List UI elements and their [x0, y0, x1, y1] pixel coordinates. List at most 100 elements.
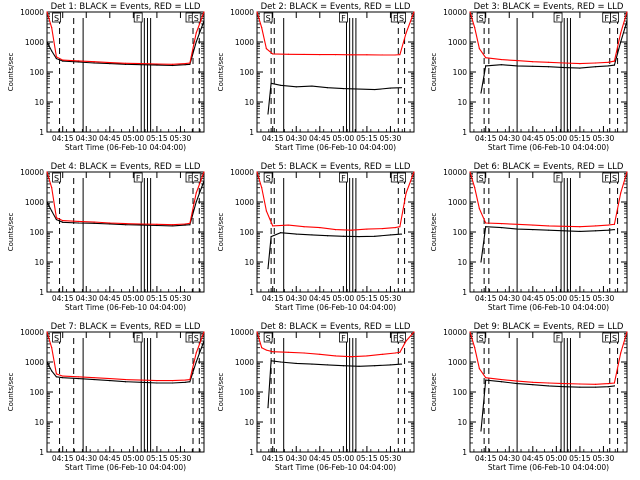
series-lld-point	[62, 219, 64, 222]
plot-frame	[469, 331, 628, 453]
flag-box	[553, 12, 563, 23]
series-events-point	[579, 386, 581, 388]
series-lld-point	[547, 225, 550, 227]
flag-label: S	[266, 14, 271, 23]
series-lld-point	[195, 352, 197, 354]
series-events-point	[279, 361, 282, 363]
series-events-point	[156, 224, 158, 227]
series-lld-point	[626, 171, 628, 173]
series-lld-point	[256, 331, 258, 333]
series-events-point	[358, 88, 360, 90]
series-lld-point	[140, 63, 142, 65]
series-events-point	[295, 362, 297, 364]
y-axis-label: Counts/sec	[430, 53, 438, 92]
series-lld-point	[77, 60, 79, 62]
y-tick-label: 1000	[235, 198, 254, 207]
x-tick-label: 04:45	[522, 454, 544, 463]
x-tick-label: 04:30	[75, 294, 97, 303]
flag-label: F	[556, 14, 561, 23]
series-events-point	[342, 87, 344, 90]
panel-det-3: Det 3: BLACK = Events, RED = LLD 1 10 100 10…	[430, 2, 628, 152]
series-lld-point	[366, 54, 368, 56]
series-lld-point	[46, 331, 48, 333]
x-axis-label: Start Time (06-Feb-10 04:04:00)	[275, 303, 396, 312]
panel-det-9: Det 9: BLACK = Events, RED = LLD 1 10 100 10…	[430, 322, 628, 472]
series-events-point	[613, 229, 616, 231]
series-lld-point	[261, 27, 263, 29]
y-tick-label: 10000	[230, 168, 254, 177]
flag-box	[553, 332, 563, 343]
series-lld-point	[261, 347, 263, 349]
series-events-point	[607, 386, 609, 388]
series-lld-point	[579, 226, 581, 228]
series-events-point	[480, 430, 482, 432]
x-tick-label: 05:30	[380, 454, 402, 463]
series-events-point	[109, 63, 111, 65]
x-tick-label: 05:30	[170, 454, 192, 463]
series-lld-point	[124, 223, 127, 225]
series-lld-point	[595, 383, 597, 385]
y-tick-label: 10	[457, 258, 467, 267]
panel-det-2: Det 2: BLACK = Events, RED = LLD 1 10 100 10…	[217, 2, 415, 152]
series-lld-point	[620, 352, 622, 354]
flag-label: F	[393, 334, 398, 343]
x-tick-label: 04:30	[498, 454, 520, 463]
series-events-point	[184, 64, 186, 66]
flag-label: S	[612, 334, 617, 343]
series-events-point	[563, 230, 565, 232]
x-tick-label: 05:00	[333, 134, 355, 143]
series-events-point	[595, 66, 597, 68]
series-lld-point	[399, 351, 401, 353]
flag-box	[476, 332, 486, 343]
series-lld-point	[319, 54, 321, 56]
series-lld-point	[485, 57, 487, 59]
series-events-point	[46, 361, 48, 363]
series-events-point	[109, 379, 111, 382]
series-lld-point	[140, 379, 142, 381]
y-tick-label: 100	[30, 68, 45, 77]
series-lld-point	[620, 32, 622, 34]
series-events-point	[374, 365, 376, 367]
y-axis-label: Counts/sec	[217, 373, 225, 412]
x-axis-label: Start Time (06-Feb-10 04:04:00)	[275, 143, 396, 152]
series-events-line	[267, 232, 402, 269]
series-events-point	[195, 41, 197, 43]
series-events-point	[295, 233, 297, 235]
panel-det-6: Det 6: BLACK = Events, RED = LLD 1 10 100 10…	[430, 162, 628, 312]
x-axis-label: Start Time (06-Feb-10 04:04:00)	[65, 303, 186, 312]
series-lld-point	[140, 223, 142, 225]
series-lld-point	[77, 376, 79, 378]
plot-frame	[469, 11, 628, 133]
series-lld-point	[109, 62, 111, 64]
series-lld-point	[563, 62, 565, 64]
series-events-line	[267, 360, 402, 408]
series-lld-point	[613, 60, 616, 62]
series-events-point	[579, 67, 581, 69]
series-lld-point	[500, 58, 502, 61]
series-lld-point	[124, 62, 127, 64]
series-lld-point	[405, 32, 407, 34]
series-events-point	[62, 377, 64, 379]
flag-box	[52, 12, 61, 23]
series-events-point	[267, 113, 269, 115]
series-lld-point	[532, 61, 534, 63]
flag-box	[191, 12, 201, 23]
series-lld-point	[607, 224, 609, 226]
series-events-point	[295, 86, 297, 88]
series-events-point	[516, 383, 518, 385]
flag-box	[553, 172, 563, 183]
x-tick-label: 05:30	[170, 294, 192, 303]
series-lld-line	[256, 11, 415, 56]
series-lld-point	[350, 356, 352, 358]
series-events-point	[327, 235, 329, 237]
y-tick-label: 1000	[448, 198, 467, 207]
series-lld-point	[265, 349, 268, 351]
x-tick-label: 04:30	[498, 294, 520, 303]
y-tick-label: 100	[30, 228, 45, 237]
series-lld-point	[195, 192, 197, 194]
series-events-point	[532, 229, 534, 231]
x-tick-label: 04:45	[522, 134, 544, 143]
y-tick-label: 1000	[25, 198, 44, 207]
y-axis-label: Counts/sec	[217, 213, 225, 252]
flag-label: S	[54, 14, 59, 23]
